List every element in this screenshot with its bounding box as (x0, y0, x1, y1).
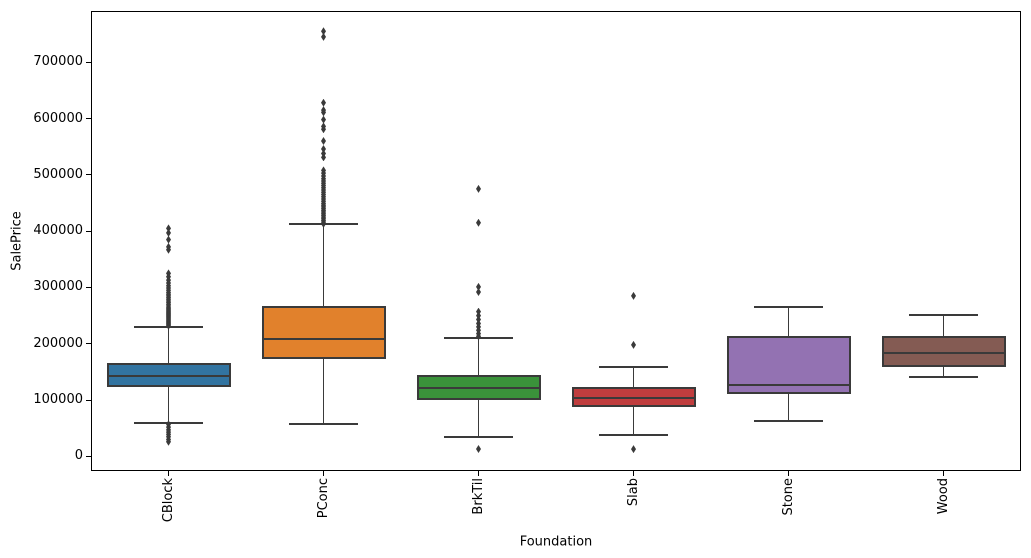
flier-point (321, 219, 326, 228)
median-line (261, 337, 386, 340)
x-tick-mark (943, 471, 944, 476)
upper-whisker-cap (908, 314, 979, 317)
flier-point (631, 445, 636, 454)
lower-whisker-cap (753, 419, 824, 422)
flier-point (321, 98, 326, 107)
flier-point (476, 444, 481, 453)
y-tick-mark (86, 118, 91, 120)
x-tick-mark (478, 471, 479, 476)
x-tick-mark (633, 471, 634, 476)
y-tick-mark (86, 61, 91, 63)
x-tick-label: Wood (935, 478, 951, 515)
y-tick-label: 600000 (33, 110, 83, 126)
box-pconc (261, 305, 386, 360)
lower-whisker-line (632, 406, 635, 435)
y-tick-label: 100000 (33, 392, 83, 408)
upper-whisker-cap (598, 365, 669, 368)
y-tick-mark (86, 399, 91, 401)
box-wood (881, 335, 1006, 368)
flier-point (476, 218, 481, 227)
lower-whisker-line (322, 359, 325, 424)
median-line (571, 397, 696, 400)
flier-point (321, 108, 326, 117)
flier-point (321, 32, 326, 41)
upper-whisker-line (787, 306, 790, 336)
lower-whisker-cap (443, 435, 514, 438)
y-tick-label: 700000 (33, 54, 83, 70)
upper-whisker-line (322, 224, 325, 306)
lower-whisker-cap (598, 433, 669, 436)
y-tick-mark (86, 174, 91, 176)
median-line (881, 352, 1006, 355)
flier-point (321, 115, 326, 124)
x-tick-label: Slab (625, 478, 641, 507)
x-tick-label: CBlock (160, 478, 176, 523)
flier-point (321, 153, 326, 162)
flier-point (631, 291, 636, 300)
flier-point (166, 235, 171, 244)
upper-whisker-cap (753, 305, 824, 308)
flier-point (166, 224, 171, 233)
lower-whisker-line (787, 394, 790, 421)
median-line (106, 375, 231, 378)
flier-point (476, 282, 481, 291)
flier-point (476, 287, 481, 296)
upper-whisker-line (167, 326, 170, 363)
median-line (726, 383, 851, 386)
x-tick-label: BrkTil (470, 478, 486, 515)
flier-point (631, 340, 636, 349)
x-tick-mark (323, 471, 324, 476)
y-tick-label: 300000 (33, 279, 83, 295)
x-tick-mark (788, 471, 789, 476)
flier-point (321, 27, 326, 36)
x-axis-label: Foundation (519, 534, 593, 550)
y-tick-label: 500000 (33, 166, 83, 182)
flier-point (321, 144, 326, 153)
upper-whisker-line (477, 338, 480, 375)
x-tick-label: PConc (315, 478, 331, 519)
y-tick-label: 400000 (33, 223, 83, 239)
lower-whisker-line (167, 387, 170, 423)
flier-point (166, 228, 171, 237)
flier-point (476, 332, 481, 341)
y-tick-mark (86, 343, 91, 345)
median-line (416, 387, 541, 390)
flier-point (321, 125, 326, 134)
y-tick-label: 200000 (33, 335, 83, 351)
y-tick-mark (86, 455, 91, 457)
flier-point (166, 245, 171, 254)
upper-whisker-line (632, 366, 635, 388)
lower-whisker-line (477, 400, 480, 437)
plot-area (91, 11, 1021, 471)
lower-whisker-cap (908, 375, 979, 378)
box-slab (571, 387, 696, 407)
x-tick-mark (168, 471, 169, 476)
upper-whisker-line (942, 315, 945, 336)
y-tick-mark (86, 286, 91, 288)
flier-point (166, 437, 171, 446)
flier-point (476, 184, 481, 193)
box-cblock (106, 362, 231, 388)
flier-point (321, 137, 326, 146)
lower-whisker-line (942, 367, 945, 377)
y-tick-mark (86, 230, 91, 232)
x-tick-label: Stone (780, 478, 796, 516)
flier-point (166, 321, 171, 330)
y-tick-label: 0 (74, 448, 83, 464)
y-axis-label: SalePrice (9, 211, 25, 271)
lower-whisker-cap (288, 422, 359, 425)
